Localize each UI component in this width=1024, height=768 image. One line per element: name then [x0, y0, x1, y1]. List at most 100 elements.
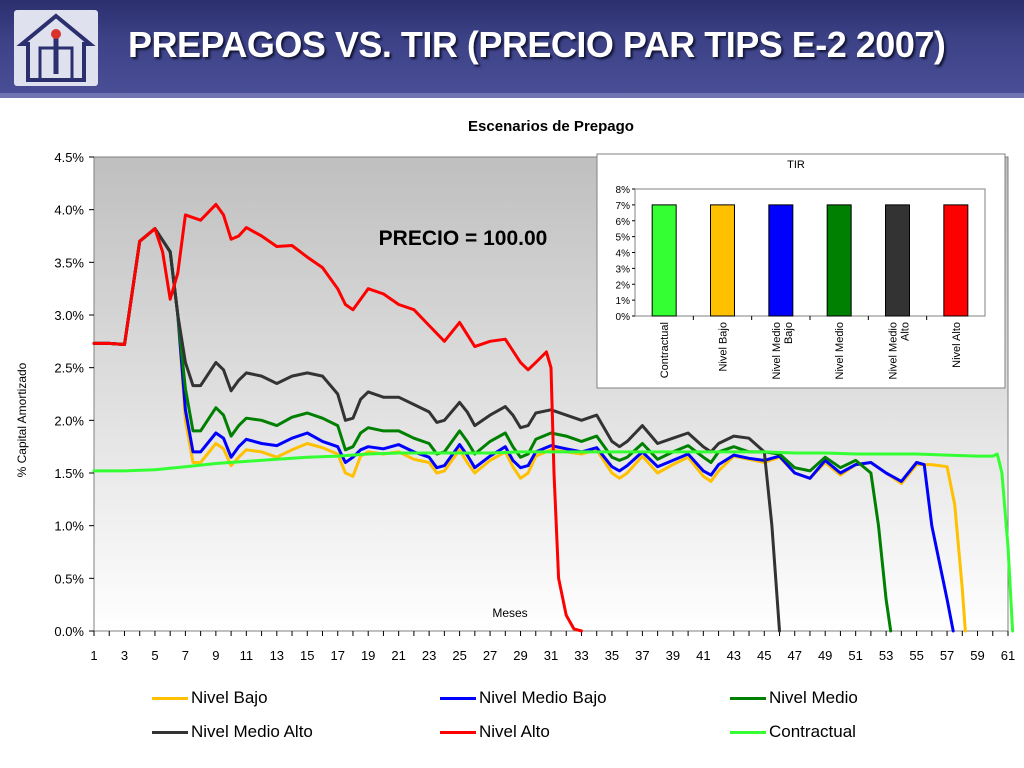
legend-item-contractual: Contractual	[730, 722, 856, 742]
inset-y-tick-label: 5%	[616, 233, 631, 244]
x-tick-label: 5	[151, 648, 158, 663]
y-tick-label: 3.0%	[54, 308, 84, 323]
inset-y-tick-label: 4%	[616, 249, 631, 260]
x-tick-label: 11	[240, 648, 254, 663]
price-annotation: PRECIO = 100.00	[379, 227, 548, 250]
series-line-contractual	[92, 450, 1015, 633]
inset-category-label-line: Nivel Medio	[888, 322, 900, 379]
y-tick-label: 0.5%	[54, 571, 84, 586]
legend-item-nivel-alto: Nivel Alto	[440, 722, 550, 742]
x-tick-label: 57	[940, 648, 954, 663]
x-tick-label: 27	[483, 648, 497, 663]
legend-label: Nivel Alto	[479, 722, 550, 741]
x-tick-label: 29	[513, 648, 527, 663]
legend-label: Nivel Medio	[769, 688, 858, 707]
x-tick-label: 15	[300, 648, 314, 663]
inset-y-tick-label: 0%	[616, 312, 631, 323]
y-tick-label: 2.0%	[54, 413, 84, 428]
y-tick-label: 0.0%	[54, 624, 84, 639]
x-tick-label: 25	[452, 648, 466, 663]
series-line-nivel-medio-bajo	[92, 227, 955, 633]
x-tick-label: 53	[879, 648, 893, 663]
legend-label: Nivel Medio Bajo	[479, 688, 607, 707]
inset-category-label: Nivel MedioBajo	[771, 322, 795, 379]
x-tick-label: 19	[361, 648, 375, 663]
y-tick-label: 1.0%	[54, 519, 84, 534]
legend-label: Contractual	[769, 722, 856, 741]
x-tick-label: 47	[787, 648, 801, 663]
x-tick-label: 49	[818, 648, 832, 663]
inset-category-label-line: Nivel Medio	[834, 322, 846, 379]
legend-item-nivel-medio-bajo: Nivel Medio Bajo	[440, 688, 607, 708]
inset-category-label: Nivel MedioAlto	[888, 322, 912, 379]
inset-category-label-line: Nivel Alto	[951, 322, 963, 368]
x-tick-label: 55	[909, 648, 923, 663]
tir-bar	[651, 204, 677, 317]
inset-category-label-line: Alto	[900, 322, 912, 341]
x-tick-label: 3	[121, 648, 128, 663]
x-tick-label: 35	[605, 648, 619, 663]
inset-y-tick-label: 3%	[616, 264, 631, 275]
y-tick-label: 2.5%	[54, 361, 84, 376]
chart-title: Escenarios de Prepago	[468, 118, 634, 135]
legend-label: Nivel Bajo	[191, 688, 268, 707]
legend-swatch	[152, 731, 188, 735]
inset-y-tick-label: 2%	[616, 280, 631, 291]
x-tick-label: 59	[970, 648, 984, 663]
inset-y-tick-label: 8%	[616, 185, 631, 196]
x-tick-label: 23	[422, 648, 436, 663]
tir-bar	[885, 204, 910, 317]
tir-bar	[943, 204, 969, 317]
x-tick-label: 1	[90, 648, 97, 663]
inset-category-label-line: Nivel Medio	[771, 322, 783, 379]
title-banner	[0, 0, 1024, 98]
legend-swatch	[152, 697, 188, 701]
x-axis-label: Meses	[492, 606, 527, 620]
slide-title: PREPAGOS VS. TIR (PRECIO PAR TIPS E-2 20…	[128, 24, 946, 65]
inset-y-tick-label: 7%	[616, 201, 631, 212]
x-tick-label: 31	[544, 648, 558, 663]
legend-item-nivel-bajo: Nivel Bajo	[152, 688, 268, 708]
legend-swatch	[440, 697, 476, 701]
series-line-nivel-alto	[92, 202, 583, 633]
inset-category-label: Nivel Medio	[834, 322, 846, 379]
inset-category-label: Contractual	[659, 322, 671, 378]
x-tick-label: 13	[270, 648, 284, 663]
inset-category-label: Nivel Alto	[951, 322, 963, 368]
inset-chart-title: TIR	[787, 159, 805, 171]
inset-category-label-line: Contractual	[659, 322, 671, 378]
x-tick-label: 21	[391, 648, 405, 663]
tir-bar	[768, 204, 794, 317]
legend-swatch	[730, 697, 766, 701]
legend-swatch	[440, 731, 476, 735]
x-tick-label: 17	[330, 648, 344, 663]
x-tick-label: 7	[182, 648, 189, 663]
inset-category-label-line: Bajo	[783, 322, 795, 344]
x-tick-label: 43	[727, 648, 741, 663]
y-tick-label: 4.0%	[54, 203, 84, 218]
series-line-nivel-medio-alto	[92, 227, 781, 633]
x-tick-label: 61	[1001, 648, 1015, 663]
legend-swatch	[730, 731, 766, 735]
inset-category-label-line: Nivel Bajo	[718, 322, 730, 372]
tir-bar	[826, 204, 852, 317]
x-tick-label: 51	[848, 648, 862, 663]
legend-item-nivel-medio: Nivel Medio	[730, 688, 858, 708]
y-axis-label: % Capital Amortizado	[15, 362, 29, 477]
x-tick-label: 39	[666, 648, 680, 663]
x-tick-label: 33	[574, 648, 588, 663]
house-person-icon	[16, 13, 96, 82]
x-tick-label: 41	[696, 648, 710, 663]
banner-underline	[0, 93, 1024, 98]
inset-y-tick-label: 1%	[616, 296, 631, 307]
inset-y-tick-label: 6%	[616, 217, 631, 228]
legend-item-nivel-medio-alto: Nivel Medio Alto	[152, 722, 313, 742]
x-tick-label: 37	[635, 648, 649, 663]
tir-bar	[710, 204, 735, 317]
y-tick-label: 4.5%	[54, 150, 84, 165]
x-tick-label: 9	[212, 648, 219, 663]
legend-label: Nivel Medio Alto	[191, 722, 313, 741]
logo	[14, 10, 98, 86]
x-tick-label: 45	[757, 648, 771, 663]
